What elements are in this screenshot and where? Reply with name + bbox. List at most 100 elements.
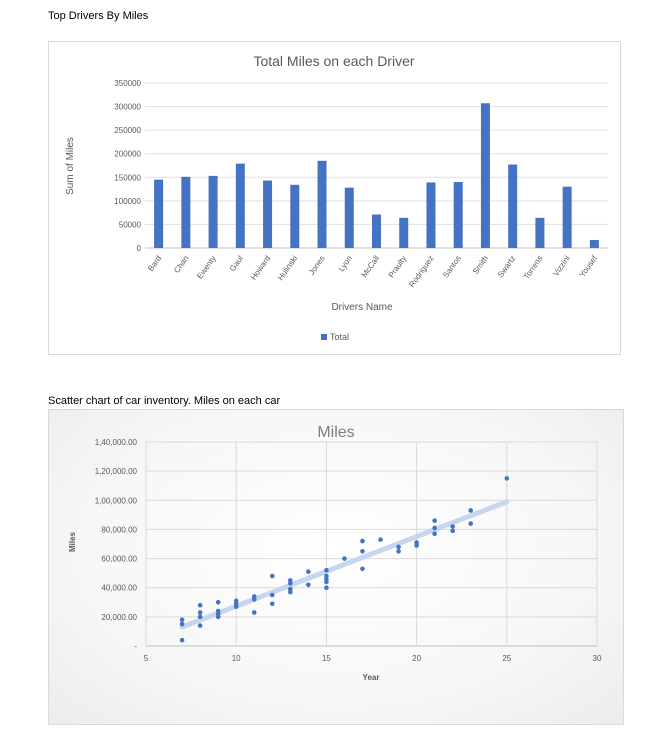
scatter-point [396,548,401,554]
bar [508,164,518,248]
bar-chart-title: Total Miles on each Driver [253,53,414,69]
bar [399,217,409,248]
bar-x-tick-label: Gaul [228,254,245,273]
section-title-top-drivers: Top Drivers By Miles [48,10,149,22]
scatter-point [215,608,221,614]
bar-series [154,103,599,248]
scatter-y-tick-labels: - 20,000.00 40,000.00 60,000.00 80,000.00 1,0… [95,438,138,651]
scatter-point [288,578,293,583]
scatter-point [197,614,203,620]
bar-x-tick-label: Hulinski [276,254,300,282]
scatter-point [414,540,419,545]
bar-y-tick-label: 150000 [114,173,141,182]
scatter-point [432,518,437,523]
scatter-point [179,621,185,627]
scatter-point [450,524,455,529]
bar-gridlines [145,82,608,249]
bar [317,160,327,248]
legend-swatch-total [321,334,327,340]
scatter-point [468,521,474,526]
scatter-y-tick-label: 80,000.00 [101,525,137,534]
scatter-x-tick-label: 5 [144,654,149,663]
scatter-chart: - 20,000.00 40,000.00 60,000.00 80,000.00 1,0… [68,424,602,682]
scatter-point [306,582,311,588]
scatter-trendline [179,499,510,630]
bar-y-tick-labels: 0 50000 100000 150000 200000 250000 300000 3500… [114,79,141,253]
scatter-x-tick-label: 10 [232,654,241,663]
bar [372,214,381,248]
scatter-point [324,573,329,579]
scatter-point [179,637,185,643]
bar-x-tick-label: Chan [172,254,190,275]
bar [426,182,436,248]
bar [453,182,463,248]
bar-x-tick-label: McCall [360,254,382,279]
scatter-point [378,537,383,542]
scatter-y-tick-label: 60,000.00 [101,555,137,564]
scatter-gridlines [145,441,598,647]
scatter-point [432,531,437,537]
scatter-point [251,594,257,599]
scatter-point [468,508,474,513]
bar-x-tick-label: Vizzini [551,254,572,278]
bar [154,179,164,248]
bar [589,239,599,248]
bar-x-tick-label: Swartz [496,254,517,279]
scatter-point [269,592,275,598]
scatter-point [360,566,365,572]
bar [344,187,354,248]
section-title-scatter: Scatter chart of car inventory. Miles on… [48,395,281,407]
scatter-point [360,538,365,544]
bar-y-tick-label: 0 [137,244,142,253]
scatter-x-axis-label: Year [363,673,380,682]
scatter-x-tick-label: 20 [412,654,421,663]
bar [208,175,218,248]
scatter-point [269,573,275,579]
scatter-x-tick-label: 15 [322,654,331,663]
bar-x-tick-label: Bard [146,254,163,273]
scatter-y-tick-label: 1,20,000.00 [95,467,138,476]
legend-label-total: Total [330,332,349,342]
scatter-point [288,586,293,592]
bar-x-tick-label: Jones [307,254,327,277]
scatter-y-tick-label: 20,000.00 [101,613,137,622]
scatter-x-tick-labels: 5 10 15 20 25 30 [144,654,602,663]
scatter-point [342,556,347,561]
bar-x-tick-label: Smith [471,254,490,276]
scatter-point [324,567,329,573]
scatter-point [197,610,203,615]
bar-y-axis-label: Sum of Miles [65,137,76,195]
bar-x-tick-label: Praulty [387,254,409,280]
bar-y-tick-label: 350000 [114,79,141,88]
scatter-x-tick-label: 30 [593,654,602,663]
scatter-chart-panel: - 20,000.00 40,000.00 60,000.00 80,000.00 1,0… [48,409,624,725]
bar [235,163,245,248]
scatter-chart-title: Miles [317,424,354,441]
bar-x-tick-label: Ewenty [195,254,217,281]
bar-x-tick-label: Yousef [578,253,600,279]
scatter-point [197,623,203,628]
bar-x-tick-label: Howard [249,254,272,282]
bar-x-tick-labels: Bard Chan Ewenty Gaul Howard Hulinski Jones Lyo… [146,253,599,289]
scatter-point [179,617,185,623]
bar-chart: 0 50000 100000 150000 200000 250000 300000 3500… [65,53,608,342]
bar [480,103,490,248]
bar-y-tick-label: 50000 [119,220,142,229]
bar-x-tick-label: Torrens [522,254,545,281]
bar [290,184,300,248]
scatter-point [432,525,437,531]
bar [535,217,545,248]
bar-x-tick-label: Santos [441,254,463,280]
bar [181,176,191,248]
bar-y-tick-label: 300000 [114,103,141,112]
scatter-point [360,548,365,554]
bar-x-tick-label: Lyon [337,254,354,273]
scatter-y-tick-label: - [134,642,137,651]
scatter-point [251,610,257,615]
scatter-point [197,602,203,608]
bar-y-tick-label: 100000 [114,197,141,206]
scatter-y-axis-label: Miles [68,531,77,552]
bar-chart-panel: 0 50000 100000 150000 200000 250000 300000 3500… [48,41,621,355]
bar [562,186,572,248]
scatter-y-tick-label: 1,40,000.00 [95,438,138,447]
